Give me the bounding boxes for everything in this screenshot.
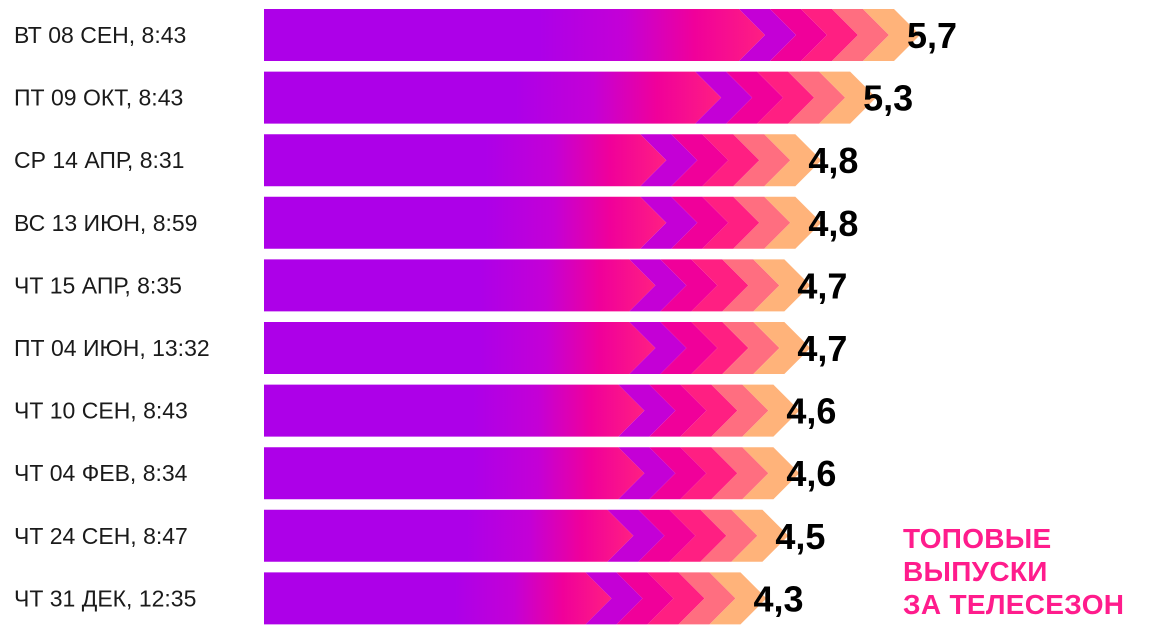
bar-chevron (757, 71, 815, 124)
bar-chevron (680, 384, 738, 437)
caption: ТОПОВЫЕ ВЫПУСКИ ЗА ТЕЛЕСЕЗОН (903, 522, 1172, 621)
bar-chevron (711, 384, 769, 437)
bar-chevron (711, 447, 769, 500)
bar-chevron (702, 134, 760, 187)
category-label: ПТ 09 ОКТ, 8:43 (14, 85, 183, 111)
bar (264, 447, 800, 500)
bar-chevron (726, 71, 784, 124)
bar-body (264, 259, 656, 312)
bar-chevron (691, 322, 749, 374)
bar-chevron (753, 259, 811, 312)
bar-chevron (695, 71, 753, 124)
bar-body (264, 9, 765, 61)
bar-body (264, 384, 645, 437)
bar-chevron (649, 447, 707, 500)
bar-chevron (647, 572, 705, 625)
bar (264, 384, 800, 437)
bar-chevron (733, 196, 791, 249)
bar-body (264, 322, 656, 374)
bar-chevron (764, 196, 822, 249)
value-label: 4,3 (753, 578, 803, 619)
bar-chevron (607, 509, 665, 562)
bar-chevron (618, 384, 676, 437)
bar-chevron (788, 71, 846, 124)
bar-chevron (671, 134, 729, 187)
category-label: ВТ 08 СЕН, 8:43 (14, 22, 186, 48)
bar (264, 71, 877, 124)
bar (264, 196, 822, 249)
bar-chevron (618, 447, 676, 500)
bar-chevron (691, 259, 749, 312)
bar-body (264, 572, 612, 625)
caption-line-2: ВЫПУСКИ (903, 556, 1048, 587)
bar-chevron (739, 9, 796, 61)
category-label: ЧТ 04 ФЕВ, 8:34 (14, 460, 188, 486)
bar-chevron (660, 259, 718, 312)
bar-chevron (731, 509, 789, 562)
bar-chevron (680, 447, 738, 500)
value-label: 4,8 (808, 203, 858, 244)
value-label: 4,8 (808, 140, 858, 181)
bar-chevron (722, 322, 780, 374)
category-label: ЧТ 31 ДЕК, 12:35 (14, 585, 196, 611)
bar (264, 572, 767, 625)
bar-chevron (753, 322, 811, 374)
bar (264, 134, 822, 187)
bar-chevron (616, 572, 674, 625)
bar-chevron (801, 9, 858, 61)
value-label: 4,7 (797, 328, 847, 369)
bar-body (264, 509, 634, 562)
bar-chevron (819, 71, 877, 124)
value-labels: 5,75,34,84,84,74,74,64,64,54,3 (753, 15, 957, 619)
category-label: ЧТ 24 СЕН, 8:47 (14, 523, 188, 549)
bar-body (264, 71, 722, 124)
bar (264, 509, 789, 562)
value-label: 4,6 (786, 391, 836, 432)
value-label: 4,5 (775, 516, 825, 557)
value-label: 4,7 (797, 265, 847, 306)
value-label: 4,6 (786, 453, 836, 494)
bar (264, 259, 811, 312)
bar-chevron (640, 196, 698, 249)
category-label: ВС 13 ИЮН, 8:59 (14, 210, 197, 236)
bar-chevron (669, 509, 727, 562)
bar-chevron (660, 322, 718, 374)
caption-line-3: ЗА ТЕЛЕСЕЗОН (903, 589, 1125, 620)
bar-chevron (629, 259, 687, 312)
bar-chevron (585, 572, 643, 625)
bars-layer (264, 9, 920, 625)
bar-body (264, 447, 645, 500)
bar-chevron (770, 9, 827, 61)
bar-chevron (671, 196, 729, 249)
bar-chevron (863, 9, 920, 61)
bar-chevron (742, 447, 800, 500)
bar-chevron (832, 9, 889, 61)
bar-body (264, 196, 667, 249)
category-label: ЧТ 10 СЕН, 8:43 (14, 398, 188, 424)
category-label: СР 14 АПР, 8:31 (14, 147, 184, 173)
bar-chevron (722, 259, 780, 312)
bar-chevron (678, 572, 736, 625)
bar (264, 322, 811, 374)
bar-chevron (638, 509, 696, 562)
category-label: ПТ 04 ИЮН, 13:32 (14, 335, 210, 361)
bar-chevron (764, 134, 822, 187)
value-label: 5,3 (863, 78, 913, 119)
bar-chevron (700, 509, 758, 562)
category-labels: ВТ 08 СЕН, 8:43 ПТ 09 ОКТ, 8:43 СР 14 АПР,… (14, 22, 210, 611)
bar-chevron (709, 572, 767, 625)
bar-chevron (629, 322, 687, 374)
bar-body (264, 134, 667, 187)
bar-chevron (742, 384, 800, 437)
bar-chevron (733, 134, 791, 187)
category-label: ЧТ 15 АПР, 8:35 (14, 272, 182, 298)
bar-chevron (640, 134, 698, 187)
bar (264, 9, 920, 61)
caption-line-1: ТОПОВЫЕ (903, 523, 1052, 554)
value-label: 5,7 (907, 15, 957, 56)
bar-chevron (649, 384, 707, 437)
bar-chevron (702, 196, 760, 249)
